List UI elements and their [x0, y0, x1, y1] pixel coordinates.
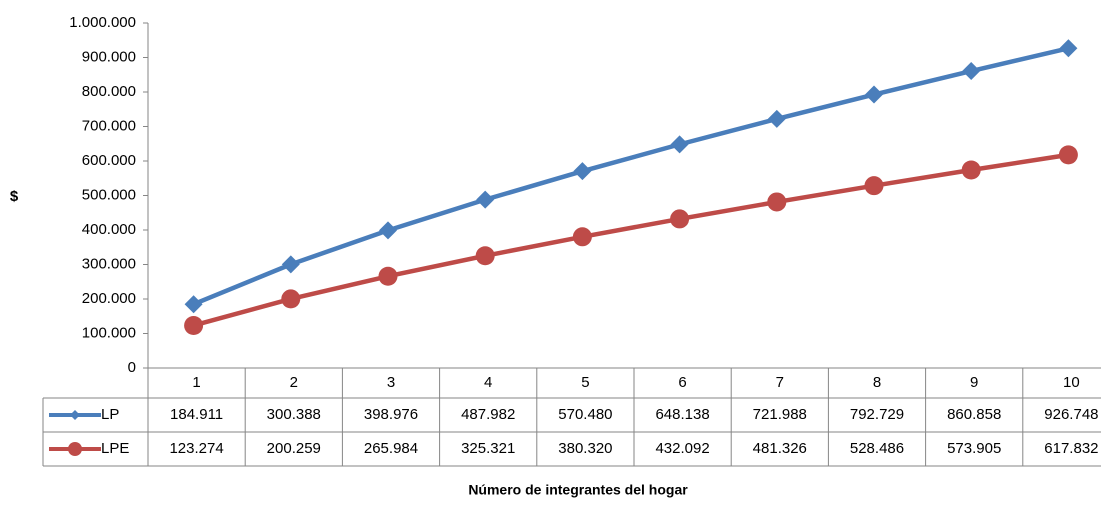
table-value: 380.320: [558, 440, 612, 457]
marker: [475, 246, 495, 266]
y-tick-label: 400.000: [82, 221, 136, 238]
table-value: 792.729: [850, 406, 904, 423]
marker: [865, 85, 883, 104]
y-tick-label: 900.000: [82, 48, 136, 65]
marker: [281, 255, 300, 274]
table-value: 300.388: [267, 406, 321, 423]
table-value: 265.984: [364, 440, 418, 457]
table-value: 481.326: [753, 440, 807, 457]
marker: [962, 62, 981, 81]
marker: [379, 221, 397, 240]
y-tick-label: 0: [128, 359, 136, 376]
x-tick-label: 5: [581, 374, 589, 391]
marker: [670, 135, 689, 154]
y-tick-label: 100.000: [82, 324, 136, 341]
table-value: 200.259: [267, 440, 321, 457]
marker: [572, 227, 592, 247]
x-tick-label: 7: [776, 374, 784, 391]
table-value: 617.832: [1044, 440, 1098, 457]
marker: [767, 109, 786, 128]
marker: [670, 209, 690, 229]
y-axis-title: $: [10, 188, 19, 205]
x-tick-label: 10: [1063, 374, 1080, 391]
marker: [767, 192, 787, 212]
series-line: [193, 152, 1069, 328]
legend-label: LPE: [101, 440, 129, 457]
x-tick-label: 3: [387, 374, 395, 391]
table-value: 184.911: [170, 406, 223, 423]
series-line: [192, 46, 1069, 307]
marker: [864, 176, 884, 196]
marker: [281, 289, 301, 309]
marker: [184, 315, 204, 335]
y-tick-label: 500.000: [82, 186, 136, 203]
y-tick-label: 600.000: [82, 152, 136, 169]
y-tick-label: 200.000: [82, 290, 136, 307]
marker: [184, 295, 203, 314]
x-axis-title: Número de integrantes del hogar: [468, 482, 688, 498]
table-value: 398.976: [364, 406, 418, 423]
y-tick-label: 300.000: [82, 255, 136, 272]
x-tick-label: 2: [290, 374, 298, 391]
table-value: 325.321: [461, 440, 515, 457]
legend-label: LP: [101, 406, 119, 423]
table-value: 432.092: [655, 440, 709, 457]
marker: [378, 266, 398, 286]
x-tick-label: 8: [873, 374, 881, 391]
x-tick-label: 6: [678, 374, 686, 391]
table-value: 528.486: [850, 440, 904, 457]
table-value: 573.905: [947, 440, 1001, 457]
x-tick-label: 9: [970, 374, 978, 391]
marker: [1058, 145, 1078, 165]
marker: [476, 190, 495, 209]
table-value: 860.858: [947, 406, 1001, 423]
marker: [961, 160, 981, 180]
x-tick-label: 1: [192, 374, 200, 391]
marker: [68, 442, 82, 456]
table-value: 570.480: [558, 406, 612, 423]
y-tick-label: 700.000: [82, 117, 136, 134]
table-value: 648.138: [655, 406, 709, 423]
table-value: 926.748: [1044, 406, 1098, 423]
x-tick-label: 4: [484, 374, 492, 391]
y-tick-label: 800.000: [82, 83, 136, 100]
marker: [1059, 39, 1078, 58]
marker: [70, 410, 80, 420]
table-value: 123.274: [169, 440, 223, 457]
table-value: 721.988: [753, 406, 807, 423]
y-tick-label: 1.000.000: [69, 14, 136, 31]
table-value: 487.982: [461, 406, 515, 423]
marker: [573, 162, 592, 181]
